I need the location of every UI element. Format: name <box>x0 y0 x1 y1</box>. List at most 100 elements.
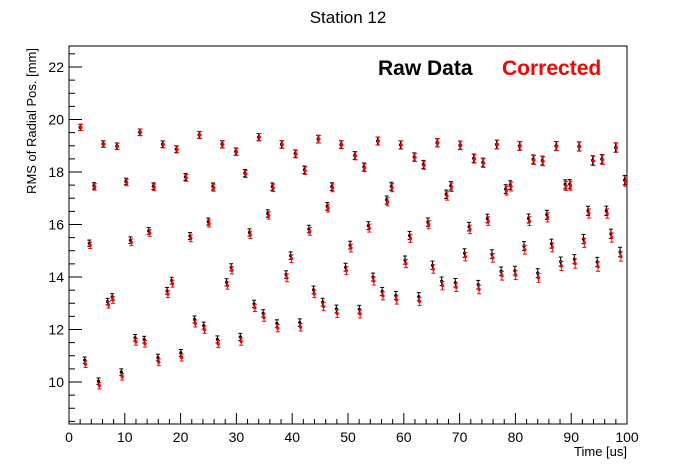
data-point-corrected <box>440 280 445 291</box>
data-point-corrected <box>623 176 628 187</box>
data-point-raw <box>82 356 87 364</box>
data-point-corrected <box>513 270 518 281</box>
data-point-corrected <box>88 241 93 249</box>
data-point-corrected <box>467 224 472 235</box>
y-axis-ticks: 10 12 14 16 18 20 22 <box>48 53 82 422</box>
data-point-corrected <box>449 182 454 192</box>
data-point-corrected <box>518 140 523 151</box>
data-point-corrected <box>179 353 184 362</box>
data-point-corrected <box>129 238 134 247</box>
data-point-corrected <box>152 183 157 192</box>
data-point-corrected <box>188 234 193 243</box>
data-point-corrected <box>550 242 555 253</box>
data-point-corrected <box>371 276 376 286</box>
y-axis-label: RMS of Radial Pos. [mm] <box>24 48 39 194</box>
data-point-corrected <box>435 138 440 148</box>
data-point-corrected <box>170 279 175 288</box>
data-point-corrected <box>344 266 349 276</box>
data-point-corrected <box>335 309 340 318</box>
x-tick-label: 90 <box>563 429 579 445</box>
data-point-corrected <box>564 180 569 191</box>
data-point-corrected <box>326 203 331 213</box>
y-tick-label: 18 <box>48 164 64 180</box>
data-point-corrected <box>266 211 271 220</box>
x-tick-label: 0 <box>65 429 73 445</box>
data-point-corrected <box>78 123 83 132</box>
data-point-corrected <box>445 191 450 201</box>
data-point-corrected <box>422 160 427 170</box>
data-point-corrected <box>124 178 129 187</box>
data-point-corrected <box>184 173 189 182</box>
data-point-corrected <box>394 295 399 305</box>
data-point-corrected <box>463 251 468 262</box>
data-point-corrected <box>600 154 605 165</box>
data-point-corrected <box>481 158 486 168</box>
data-point-corrected <box>399 140 404 150</box>
data-point-corrected <box>417 296 422 307</box>
data-point-corrected <box>559 260 564 272</box>
data-point-corrected <box>138 128 143 137</box>
data-point-raw <box>416 292 421 302</box>
data-point-corrected <box>499 270 504 281</box>
data-point-corrected <box>486 216 491 226</box>
data-point-corrected <box>385 197 390 207</box>
data-point-raw <box>334 304 339 314</box>
data-point-corrected <box>307 227 312 236</box>
data-point-corrected <box>298 323 303 332</box>
data-point-corrected <box>248 230 253 239</box>
data-point-corrected <box>609 232 614 243</box>
data-point-corrected <box>321 302 326 311</box>
x-tick-label: 60 <box>396 429 412 445</box>
x-tick-label: 80 <box>508 429 524 445</box>
y-tick-label: 14 <box>48 269 64 285</box>
data-point-raw <box>215 335 220 344</box>
data-point-corrected <box>239 337 244 346</box>
data-point-raw <box>155 353 160 362</box>
x-axis-ticks: 0 10 20 30 40 50 60 70 80 90 100 <box>65 413 639 445</box>
data-point-corrected <box>165 290 170 299</box>
data-point-corrected <box>92 183 97 191</box>
x-tick-label: 50 <box>340 429 356 445</box>
data-point-corrected <box>97 382 102 390</box>
data-point-corrected <box>541 156 546 167</box>
data-point-corrected <box>586 208 591 219</box>
data-point-corrected <box>454 282 459 292</box>
y-tick-label: 12 <box>48 322 64 338</box>
data-point-raw <box>201 321 206 330</box>
data-point-corrected <box>367 223 372 233</box>
data-point-corrected <box>133 338 138 346</box>
data-point-corrected <box>504 185 509 196</box>
data-point-raw <box>261 309 266 318</box>
data-point-raw <box>238 332 243 342</box>
data-point-corrected <box>348 243 353 253</box>
data-point-corrected <box>280 140 285 149</box>
data-point-corrected <box>106 301 111 309</box>
data-point-corrected <box>605 208 610 219</box>
data-point-corrected <box>229 266 234 275</box>
data-point-corrected <box>408 233 413 243</box>
data-point-corrected <box>380 291 385 301</box>
data-point-corrected <box>339 140 344 150</box>
data-point-corrected <box>111 296 116 304</box>
y-tick-label: 22 <box>48 59 64 75</box>
data-point-corrected <box>522 244 527 255</box>
data-point-corrected <box>330 183 335 193</box>
data-point-corrected <box>527 216 532 227</box>
data-point-corrected <box>156 358 161 367</box>
data-point-corrected <box>545 212 550 223</box>
data-point-corrected <box>197 130 202 139</box>
data-point-corrected <box>193 319 198 328</box>
data-points <box>78 123 628 390</box>
data-point-corrected <box>490 253 495 263</box>
y-tick-label: 20 <box>48 112 64 128</box>
data-point-corrected <box>262 313 267 322</box>
data-point-corrected <box>362 163 367 173</box>
data-point-corrected <box>596 261 601 272</box>
data-point-corrected <box>275 323 280 333</box>
data-point-corrected <box>390 183 395 193</box>
data-point-corrected <box>202 325 207 334</box>
data-point-corrected <box>101 140 106 148</box>
data-point-corrected <box>303 166 308 175</box>
data-point-corrected <box>573 258 578 269</box>
